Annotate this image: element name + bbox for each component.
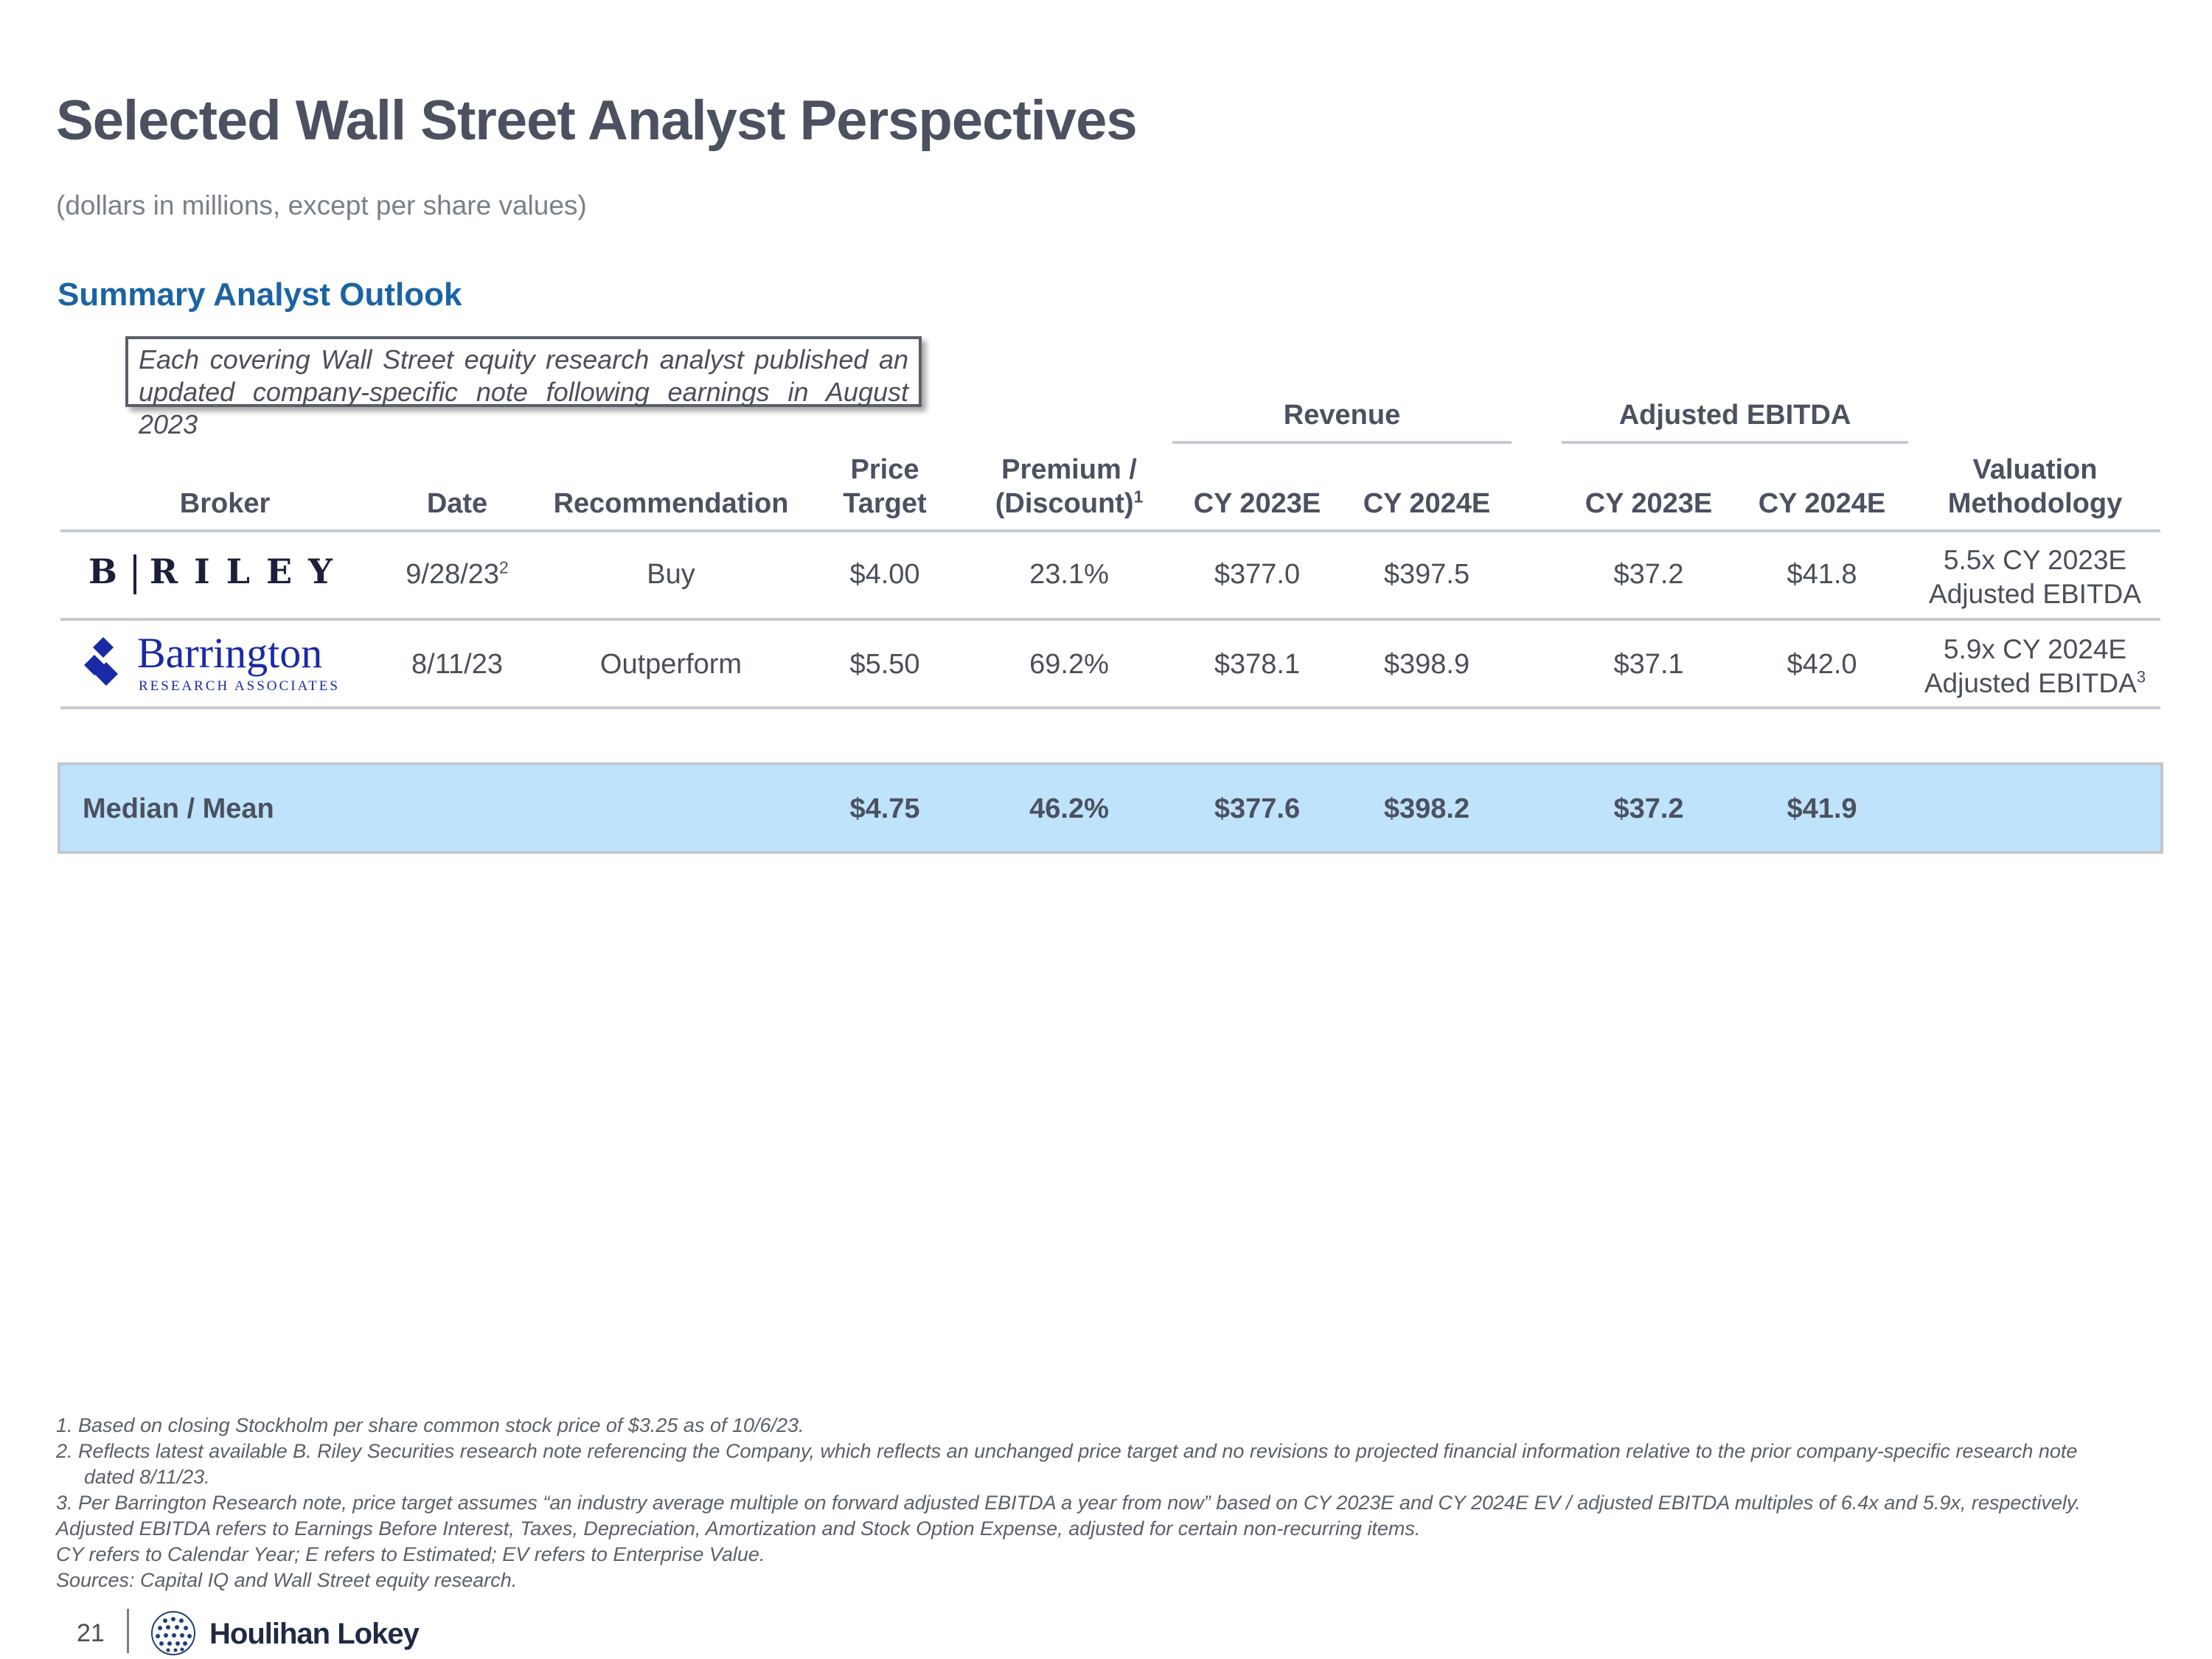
col-header-price-target: Price Target [826, 453, 944, 521]
col-header-premium: Premium / (Discount)1 [973, 453, 1165, 521]
group-header-ebitda: Adjusted EBITDA [1618, 400, 1851, 431]
barrington-diamond-icon [84, 637, 118, 686]
note-sources: Sources: Capital IQ and Wall Street equi… [56, 1569, 518, 1591]
col-header-rev-2023: CY 2023E [1193, 488, 1321, 519]
header-rule [60, 529, 2160, 532]
summary-ebitda-2023: $37.2 [1613, 793, 1684, 824]
summary-ebitda-2024: $41.9 [1787, 793, 1857, 824]
row-rev-2023: $378.1 [1214, 649, 1301, 680]
note-adjusted-ebitda: Adjusted EBITDA refers to Earnings Befor… [56, 1517, 1421, 1540]
footnote-ref-2: 2 [499, 557, 509, 577]
briley-logo-divider [133, 554, 136, 594]
row-valuation: 5.5x CY 2023E Adjusted EBITDA [1917, 543, 2153, 611]
footnote-2-continued: dated 8/11/23. [84, 1466, 210, 1488]
row-ebitda-2024: $42.0 [1787, 649, 1857, 680]
col-header-price-target-line2: Target [843, 488, 927, 519]
footnote-1: 1. Based on closing Stockholm per share … [56, 1414, 804, 1436]
summary-rev-2023: $377.6 [1214, 793, 1301, 824]
briley-logo-b: B [88, 552, 133, 591]
briley-logo: B RILEY [88, 552, 349, 594]
col-header-valuation: Valuation Methodology [1917, 453, 2153, 521]
col-header-valuation-line2: Methodology [1947, 488, 2123, 519]
summary-premium: 46.2% [1029, 793, 1109, 824]
row-rule [60, 706, 2160, 709]
note-abbreviations: CY refers to Calendar Year; E refers to … [56, 1543, 765, 1565]
barrington-logo-name: Barrington [137, 629, 323, 677]
row-valuation-line1: 5.5x CY 2023E [1943, 545, 2127, 575]
page-title: Selected Wall Street Analyst Perspective… [56, 89, 1138, 152]
row-date: 9/28/232 [383, 559, 531, 591]
page-subtitle: (dollars in millions, except per share v… [56, 190, 587, 220]
briley-logo-text: RILEY [149, 552, 349, 591]
row-price-target: $5.50 [849, 649, 920, 680]
row-date-value: 8/11/23 [411, 649, 503, 680]
col-header-rev-2024: CY 2024E [1363, 488, 1491, 519]
row-premium: 23.1% [1029, 559, 1109, 590]
footnote-ref-1: 1 [1133, 487, 1144, 507]
row-price-target: $4.00 [849, 559, 920, 590]
footnotes: 1. Based on closing Stockholm per share … [56, 1413, 2180, 1593]
row-valuation-line2: Adjusted EBITDA [1924, 668, 2137, 698]
row-rev-2024: $398.9 [1383, 649, 1470, 680]
footer-divider [127, 1609, 129, 1653]
col-header-ebitda-2024: CY 2024E [1758, 488, 1886, 519]
col-header-ebitda-2023: CY 2023E [1585, 488, 1713, 519]
callout-box: Each covering Wall Street equity researc… [125, 336, 922, 439]
section-title: Summary Analyst Outlook [58, 276, 462, 313]
row-valuation-line2: Adjusted EBITDA [1929, 579, 2141, 609]
col-header-premium-line1: Premium / [1001, 454, 1137, 485]
col-header-valuation-line1: Valuation [1972, 454, 2098, 485]
row-ebitda-2024: $41.8 [1787, 559, 1857, 590]
footnote-2: 2. Reflects latest available B. Riley Se… [56, 1440, 2078, 1462]
col-header-date: Date [426, 488, 488, 519]
row-premium: 69.2% [1029, 649, 1109, 680]
row-recommendation: Outperform [599, 649, 742, 680]
row-rev-2024: $397.5 [1383, 559, 1470, 590]
summary-label: Median / Mean [83, 793, 274, 824]
group-underline-ebitda [1562, 441, 1908, 444]
footnote-ref-3: 3 [2136, 667, 2146, 686]
row-date-value: 9/28/23 [406, 559, 500, 590]
page-number: 21 [77, 1619, 105, 1647]
col-header-premium-line2: (Discount) [995, 488, 1134, 519]
row-rev-2023: $377.0 [1214, 559, 1301, 590]
row-ebitda-2023: $37.2 [1613, 559, 1684, 590]
row-ebitda-2023: $37.1 [1613, 649, 1684, 680]
row-valuation-line1: 5.9x CY 2024E [1943, 634, 2127, 664]
summary-price-target: $4.75 [849, 793, 920, 824]
col-header-recommendation: Recommendation [553, 488, 789, 519]
col-header-broker: Broker [179, 488, 271, 519]
footnote-3: 3. Per Barrington Research note, price t… [56, 1492, 2081, 1514]
row-valuation: 5.9x CY 2024E Adjusted EBITDA3 [1917, 633, 2153, 700]
summary-band [58, 762, 2163, 854]
col-header-price-target-line1: Price [850, 454, 919, 485]
row-recommendation: Buy [647, 559, 695, 590]
globe-logo-icon [151, 1611, 195, 1655]
row-date: 8/11/23 [383, 649, 531, 681]
group-header-revenue: Revenue [1283, 400, 1401, 431]
row-rule [60, 618, 2160, 621]
summary-rev-2024: $398.2 [1383, 793, 1470, 824]
group-underline-revenue [1172, 441, 1512, 444]
barrington-logo-subtitle: RESEARCH ASSOCIATES [139, 678, 340, 694]
company-logo-text: Houlihan Lokey [209, 1618, 420, 1650]
